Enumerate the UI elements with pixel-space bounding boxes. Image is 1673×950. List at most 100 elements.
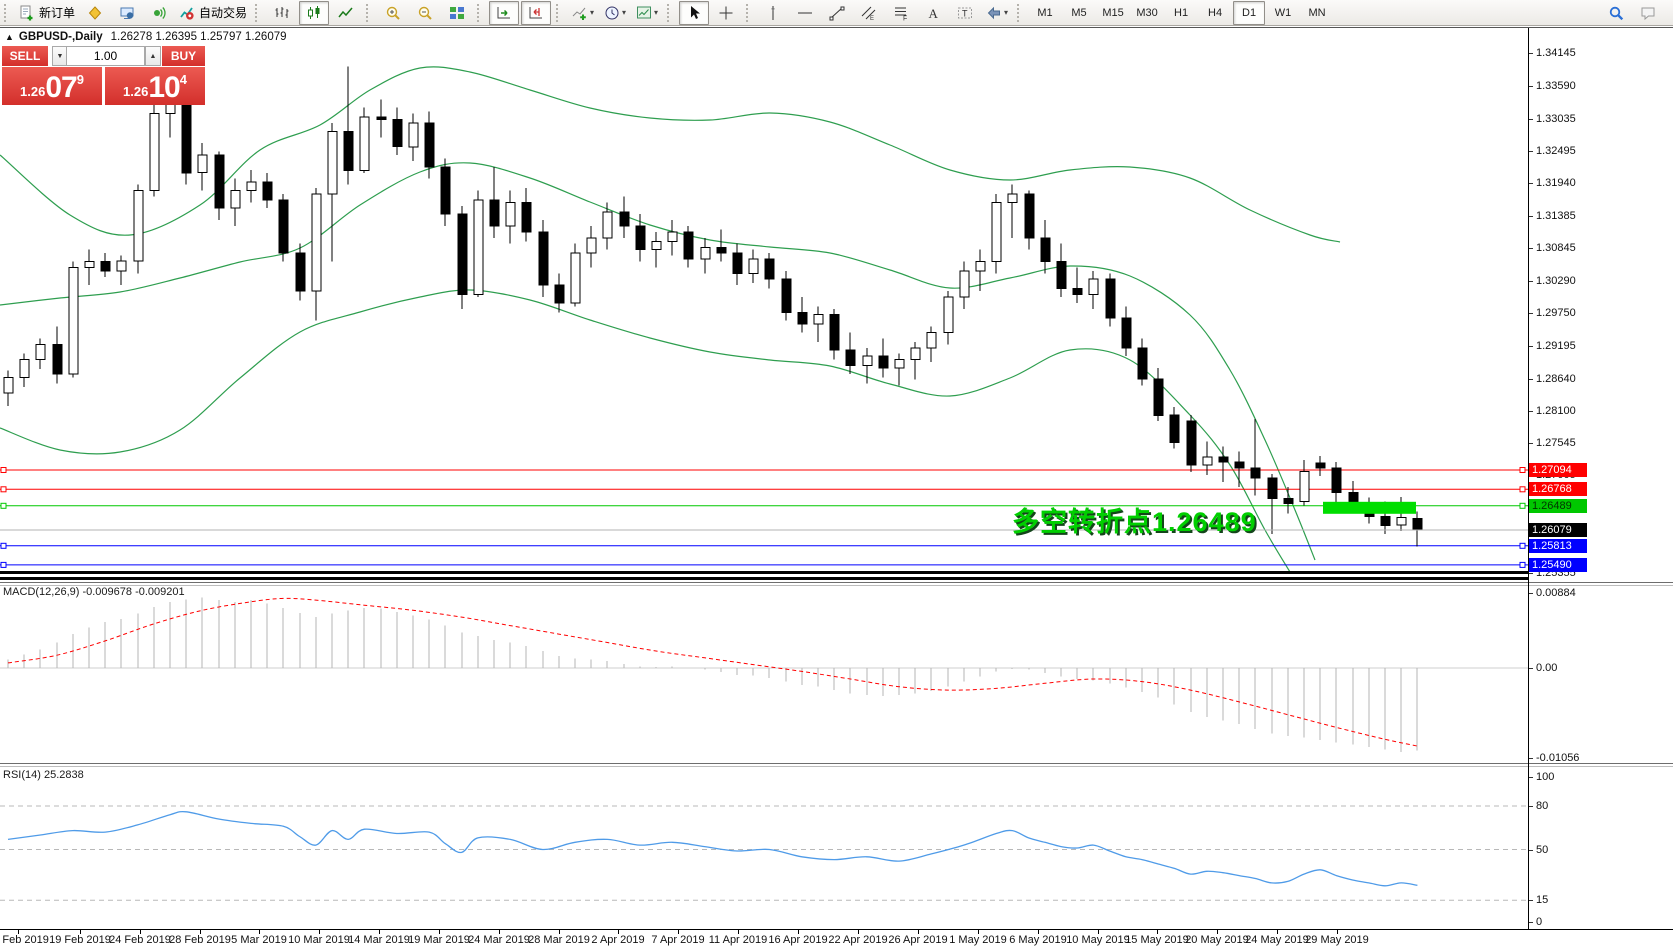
new-order-icon: [19, 5, 35, 21]
templates-icon: [636, 5, 652, 21]
text-label-button[interactable]: T: [950, 1, 980, 25]
line-handle[interactable]: [1519, 542, 1526, 549]
buy-button[interactable]: BUY: [162, 46, 205, 66]
pane-divider[interactable]: [0, 763, 1673, 764]
line-chart-button[interactable]: [331, 1, 361, 25]
tf-m1-button[interactable]: M1: [1037, 6, 1053, 19]
auto-scroll-button[interactable]: [489, 0, 520, 25]
text-button[interactable]: A: [918, 1, 948, 25]
vertical-line-button[interactable]: [758, 1, 788, 25]
line-handle[interactable]: [0, 542, 7, 549]
new-order-label: 新订单: [39, 6, 76, 20]
equidistant-channel-button[interactable]: E: [854, 1, 884, 25]
tf-m5-button[interactable]: M5: [1071, 6, 1087, 19]
price-axis[interactable]: 1.34145 1.33590 1.33035 1.32495 1.31940 1.313…: [1529, 26, 1673, 930]
candle-body: [1121, 317, 1132, 349]
signals-icon: [151, 5, 167, 21]
toolbar-separator: [556, 3, 563, 22]
line-handle[interactable]: [1519, 502, 1526, 509]
axis-tick-mark: [1529, 379, 1533, 380]
sell-price-button[interactable]: 1.26 07 9: [2, 67, 102, 105]
chart-shift-button[interactable]: [521, 0, 552, 25]
price-axis-tick: 15: [1536, 894, 1549, 906]
signals-button[interactable]: [144, 1, 174, 25]
buy-price-pips: 10: [148, 71, 180, 104]
bollinger-lower-band: [0, 289, 1291, 573]
line-handle[interactable]: [0, 502, 7, 509]
tile-windows-icon: [449, 5, 465, 21]
candlestick-chart-button[interactable]: [299, 0, 330, 25]
price-axis-tick: 1.28640: [1536, 373, 1576, 385]
templates-button[interactable]: ▾: [632, 1, 662, 25]
tf-m15-button[interactable]: M15: [1102, 6, 1124, 19]
fibonacci-button[interactable]: F: [886, 1, 916, 25]
macd-indicator-label: MACD(12,26,9) -0.009678 -0.009201: [3, 586, 185, 598]
collapse-panel-icon[interactable]: ▲: [5, 32, 14, 42]
sell-button[interactable]: SELL: [2, 46, 48, 66]
pane-divider[interactable]: [0, 582, 1673, 583]
line-handle[interactable]: [0, 561, 7, 568]
tf-w1-button[interactable]: W1: [1274, 6, 1292, 19]
search-button[interactable]: [1601, 1, 1631, 25]
arrows-button[interactable]: ▾: [982, 1, 1012, 25]
date-axis-label: 10 May 2019: [1066, 934, 1130, 946]
axis-tick-mark: [1529, 86, 1533, 87]
rsi-indicator-label: RSI(14) 25.2838: [3, 769, 84, 781]
tile-windows-button[interactable]: [442, 1, 472, 25]
volume-input[interactable]: [66, 46, 145, 66]
date-tick-mark: [1217, 930, 1218, 934]
cursor-button[interactable]: [679, 0, 710, 25]
candle-body: [473, 199, 484, 296]
crosshair-button[interactable]: [711, 1, 741, 25]
date-axis-label: 2 Apr 2019: [591, 934, 645, 946]
axis-tick-mark: [1529, 151, 1533, 152]
price-axis-tick: -0.01056: [1536, 752, 1580, 764]
periods-dropdown-icon: ▾: [622, 8, 627, 17]
pane-divider: [0, 766, 1673, 767]
horizontal-line-button[interactable]: [790, 1, 820, 25]
trendline-button[interactable]: [822, 1, 852, 25]
tf-m30-button[interactable]: M30: [1136, 6, 1158, 19]
line-handle[interactable]: [1519, 467, 1526, 473]
zoom-out-button[interactable]: [410, 1, 440, 25]
black-support-line[interactable]: [0, 577, 1528, 580]
line-chart-icon: [338, 5, 354, 21]
symbol-name: GBPUSD-,Daily: [18, 31, 103, 43]
volume-increase-button[interactable]: ▲: [145, 46, 161, 66]
candle-body: [926, 331, 937, 349]
periods-button[interactable]: ▾: [600, 1, 630, 25]
line-handle[interactable]: [1519, 561, 1526, 568]
tf-h1-button[interactable]: H1: [1174, 6, 1189, 19]
zoom-in-button[interactable]: [378, 1, 408, 25]
axis-tick-mark: [1529, 411, 1533, 412]
line-handle[interactable]: [1519, 486, 1526, 493]
tf-d1-button[interactable]: D1: [1233, 0, 1266, 25]
chat-button[interactable]: [1633, 1, 1663, 25]
date-tick-mark: [559, 930, 560, 934]
tf-mn-button[interactable]: MN: [1308, 6, 1326, 19]
new-order-button[interactable]: 新订单: [16, 1, 78, 25]
tf-h4-button[interactable]: H4: [1208, 6, 1223, 19]
line-handle[interactable]: [0, 486, 7, 493]
line-handle[interactable]: [0, 467, 7, 473]
auto-trading-button[interactable]: 自动交易: [176, 1, 250, 25]
buy-price-button[interactable]: 1.26 10 4: [105, 67, 205, 105]
bar-chart-button[interactable]: [267, 1, 297, 25]
zoom-in-icon: [385, 5, 401, 21]
indicators-button[interactable]: ▾: [568, 1, 598, 25]
toolbar-right: [1600, 0, 1664, 26]
price-line-label: 1.27094: [1529, 463, 1587, 477]
date-tick-mark: [259, 930, 260, 934]
date-axis-label: 24 Mar 2019: [468, 934, 530, 946]
candle-body: [1088, 278, 1099, 296]
candle-body: [1283, 498, 1294, 504]
price-line-label: 1.26489: [1529, 499, 1587, 513]
metaeditor-button[interactable]: [80, 1, 110, 25]
highlight-rectangle[interactable]: [1323, 501, 1416, 514]
candle-body: [910, 347, 921, 361]
candle-body: [1412, 517, 1423, 531]
virtual-hosting-button[interactable]: [112, 1, 142, 25]
price-axis-tick: 1.27545: [1536, 437, 1576, 449]
